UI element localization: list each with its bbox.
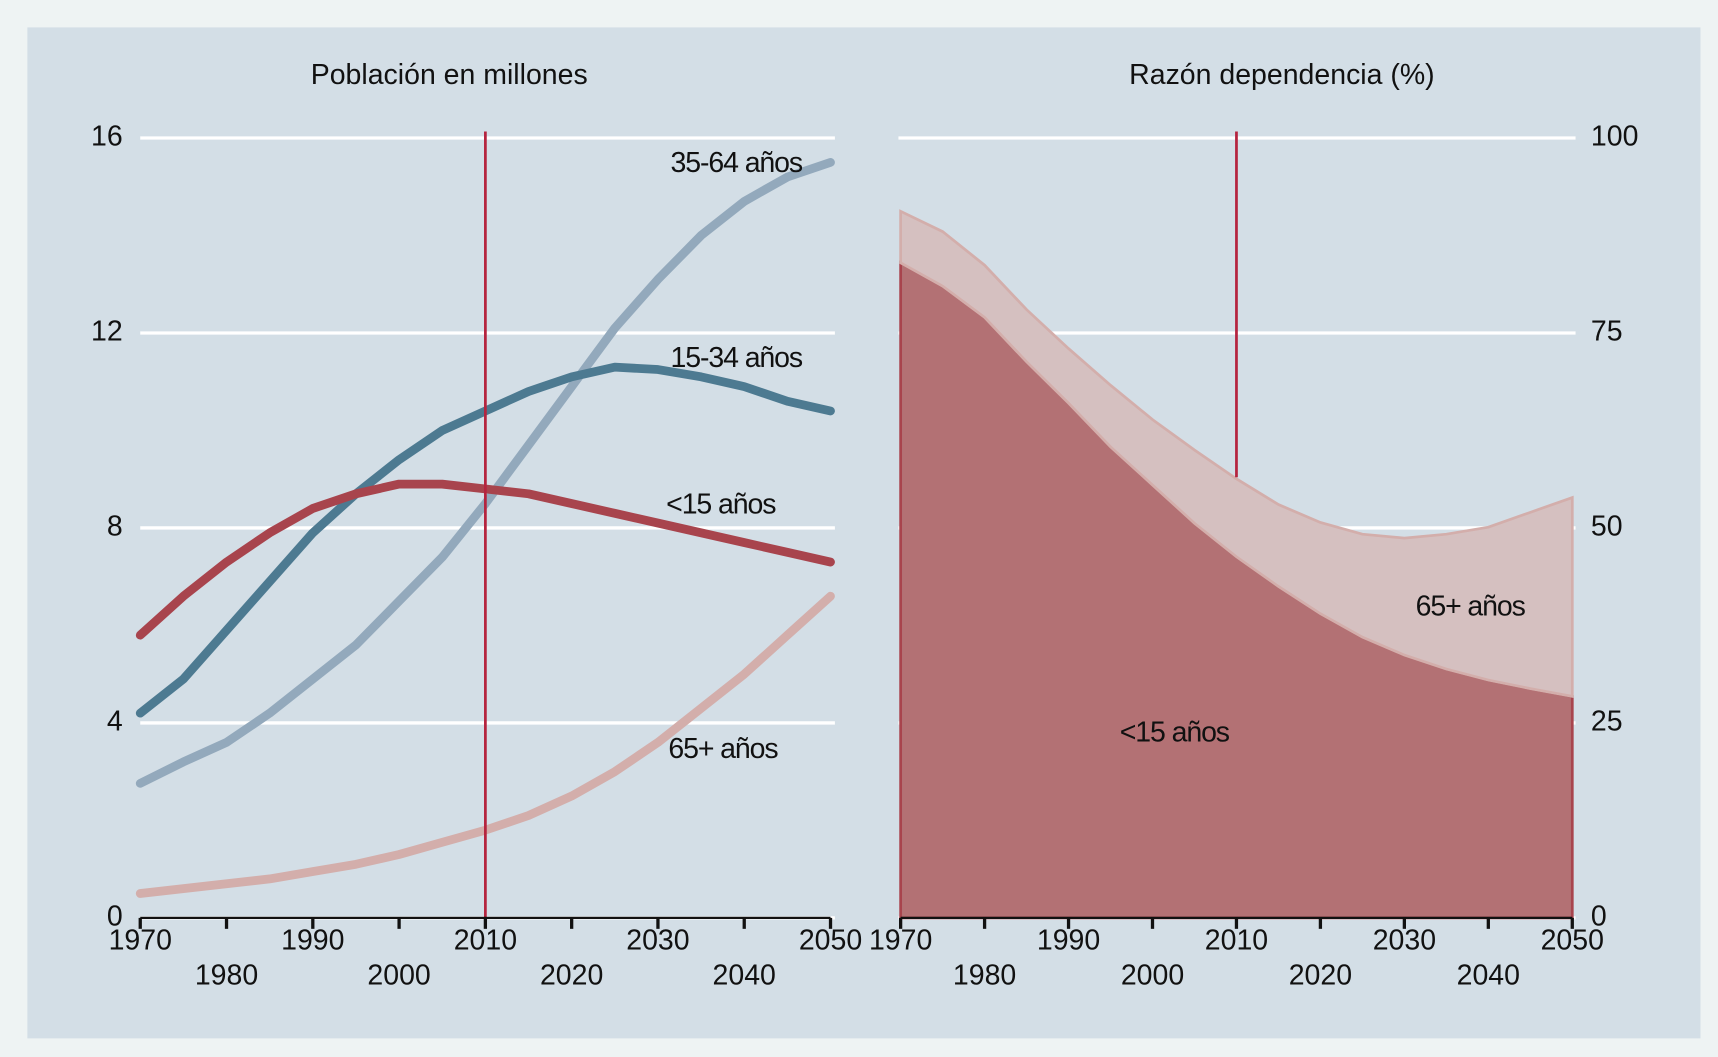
x-tick-label: 2030 <box>1373 925 1436 957</box>
x-tick-label: 2020 <box>1289 960 1352 992</box>
x-tick-label: 1970 <box>109 925 172 957</box>
x-tick-label: 2010 <box>454 925 517 957</box>
chart-title: Población en millones <box>311 59 588 91</box>
x-tick-label: 2050 <box>1541 925 1604 957</box>
area-segment <box>899 209 1574 699</box>
series-label: <15 años <box>666 489 776 521</box>
x-tick-label: 2040 <box>1457 960 1520 992</box>
y-tick-label: 100 <box>1591 121 1639 153</box>
x-tick-label: 2000 <box>1121 960 1184 992</box>
x-tick-label: 1990 <box>1037 925 1100 957</box>
y-tick-label: 0 <box>107 900 123 932</box>
series-label: <15 años <box>1120 716 1230 748</box>
y-tick-label: 8 <box>107 510 123 542</box>
y-tick-label: 25 <box>1591 705 1623 737</box>
y-tick-label: 12 <box>91 316 123 348</box>
x-tick-label: 2040 <box>713 960 776 992</box>
x-tick-label: 2020 <box>540 960 603 992</box>
series-label: 15-34 años <box>671 342 803 374</box>
x-tick-label: 1980 <box>953 960 1016 992</box>
x-tick-label: 2010 <box>1205 925 1268 957</box>
series-label: 65+ años <box>1416 590 1526 622</box>
y-tick-label: 16 <box>91 121 123 153</box>
y-tick-label: 75 <box>1591 316 1623 348</box>
x-tick-label: 2000 <box>367 960 430 992</box>
x-tick-label: 1980 <box>195 960 258 992</box>
chart-title: Razón dependencia (%) <box>1129 59 1434 91</box>
x-tick-label: 2050 <box>799 925 862 957</box>
series-label: 65+ años <box>668 733 778 765</box>
y-tick-label: 50 <box>1591 510 1623 542</box>
y-tick-label: 0 <box>1591 900 1607 932</box>
y-tick-label: 4 <box>107 705 123 737</box>
series-label: 35-64 años <box>671 147 803 179</box>
x-tick-label: 1970 <box>869 925 932 957</box>
x-tick-label: 1990 <box>281 925 344 957</box>
x-tick-label: 2030 <box>626 925 689 957</box>
